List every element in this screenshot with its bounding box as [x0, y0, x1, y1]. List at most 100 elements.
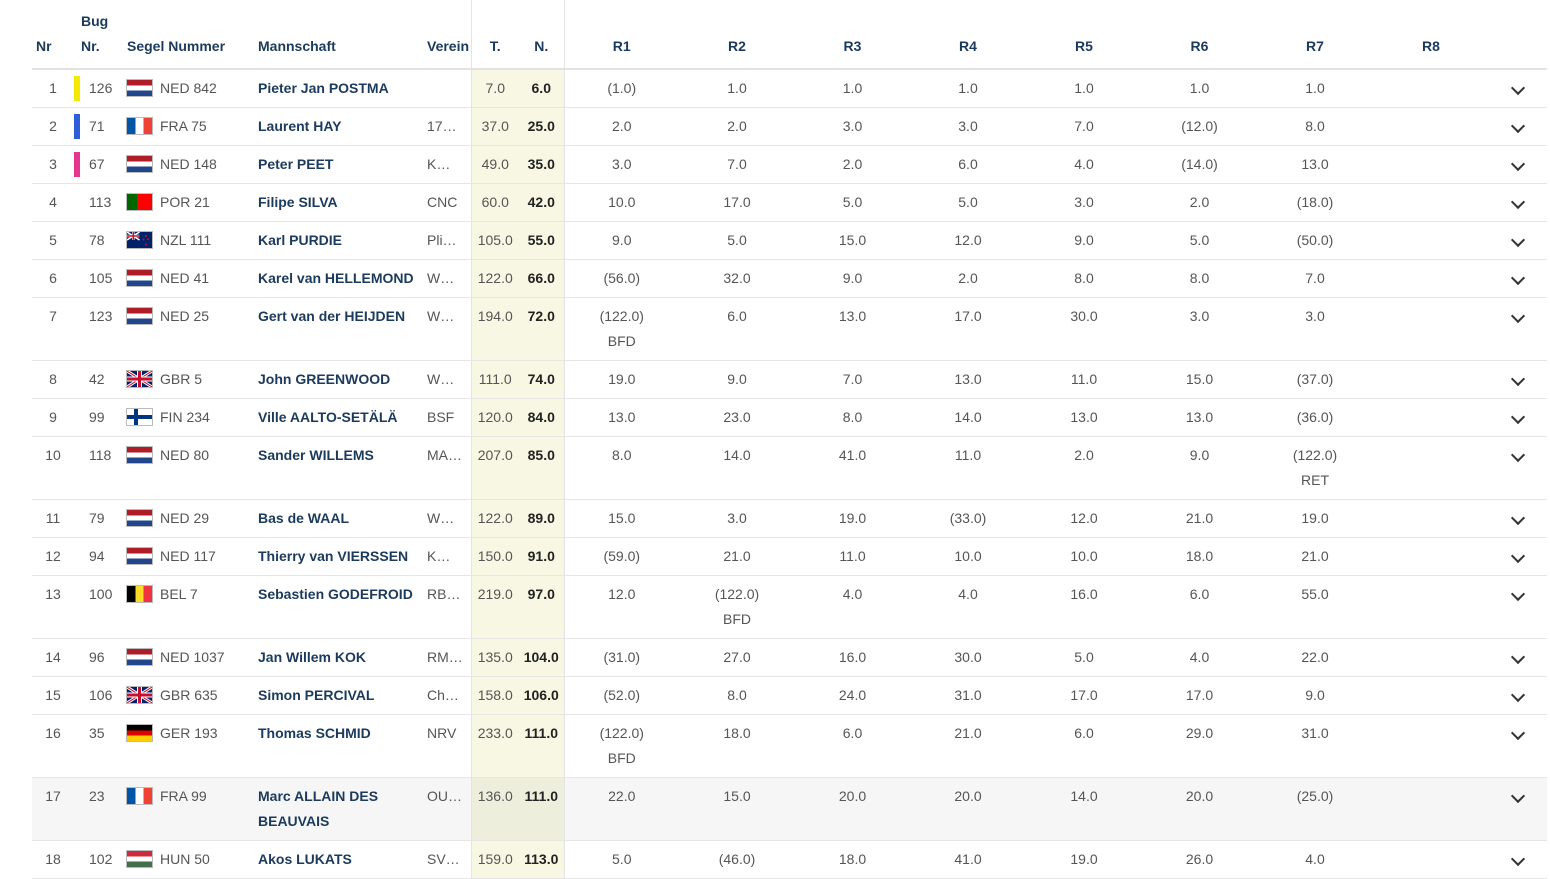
team-name-link[interactable]: Peter PEET	[258, 156, 334, 172]
col-mannschaft-header[interactable]: Mannschaft	[258, 0, 427, 70]
chevron-down-icon[interactable]	[1510, 851, 1526, 867]
expand-cell[interactable]	[1489, 676, 1547, 715]
chevron-down-icon[interactable]	[1510, 371, 1526, 387]
team-cell[interactable]: Thierry van VIERSSEN	[258, 537, 427, 576]
table-row[interactable]: 11 79 NED 29 Bas de WAAL W… 122.0 89.0 15.0 3.0 1…	[32, 499, 1547, 538]
chevron-down-icon[interactable]	[1510, 687, 1526, 703]
chevron-down-icon[interactable]	[1510, 118, 1526, 134]
team-name-link[interactable]: Marc ALLAIN DES BEAUVAIS	[258, 788, 379, 829]
table-row[interactable]: 1 126 NED 842 Pieter Jan POSTMA 7.0 6.0 (1.0) 1…	[32, 69, 1547, 108]
chevron-down-icon[interactable]	[1510, 548, 1526, 564]
team-cell[interactable]: Ville AALTO-SETÄLÄ	[258, 398, 427, 437]
expand-cell[interactable]	[1489, 183, 1547, 222]
expand-cell[interactable]	[1489, 398, 1547, 437]
expand-cell[interactable]	[1489, 499, 1547, 538]
team-cell[interactable]: Thomas SCHMID	[258, 714, 427, 778]
team-name-link[interactable]: Karel van HELLEMOND	[258, 270, 414, 286]
chevron-down-icon[interactable]	[1510, 586, 1526, 602]
team-name-link[interactable]: Pieter Jan POSTMA	[258, 80, 389, 96]
table-row[interactable]: 13 100 BEL 7 Sebastien GODEFROID RB… 219.0 97.…	[32, 575, 1547, 639]
col-total-header[interactable]: T.	[470, 0, 519, 70]
team-name-link[interactable]: Laurent HAY	[258, 118, 342, 134]
table-row[interactable]: 5 78 NZL 111 Karl PURDIE Pli… 105.0 55.0 9.0 5.0…	[32, 221, 1547, 260]
team-cell[interactable]: Pieter Jan POSTMA	[258, 69, 427, 108]
col-r5-header[interactable]: R5	[1026, 0, 1142, 70]
expand-cell[interactable]	[1489, 259, 1547, 298]
chevron-down-icon[interactable]	[1510, 270, 1526, 286]
col-r6-header[interactable]: R6	[1142, 0, 1257, 70]
col-r8-header[interactable]: R8	[1373, 0, 1489, 70]
team-cell[interactable]: Peter PEET	[258, 145, 427, 184]
col-r1-header[interactable]: R1	[564, 0, 679, 70]
chevron-down-icon[interactable]	[1510, 156, 1526, 172]
expand-cell[interactable]	[1489, 777, 1547, 841]
chevron-down-icon[interactable]	[1510, 308, 1526, 324]
team-name-link[interactable]: John GREENWOOD	[258, 371, 391, 387]
expand-cell[interactable]	[1489, 575, 1547, 639]
table-row[interactable]: 16 35 GER 193 Thomas SCHMID NRV 233.0 111.0 (12…	[32, 714, 1547, 778]
expand-cell[interactable]	[1489, 221, 1547, 260]
chevron-down-icon[interactable]	[1510, 80, 1526, 96]
col-bug-header[interactable]: Bug Nr.	[74, 0, 127, 70]
team-cell[interactable]: Filipe SILVA	[258, 183, 427, 222]
expand-cell[interactable]	[1489, 638, 1547, 677]
team-cell[interactable]: Sander WILLEMS	[258, 436, 427, 500]
expand-cell[interactable]	[1489, 297, 1547, 361]
team-cell[interactable]: Jan Willem KOK	[258, 638, 427, 677]
expand-cell[interactable]	[1489, 537, 1547, 576]
table-row[interactable]: 3 67 NED 148 Peter PEET K… 49.0 35.0 3.0 7.0 2.0 6…	[32, 145, 1547, 184]
table-row[interactable]: 8 42 GBR 5 John GREENWOOD W… 111.0 74.0 19.0 9.0…	[32, 360, 1547, 399]
col-r3-header[interactable]: R3	[795, 0, 910, 70]
team-name-link[interactable]: Simon PERCIVAL	[258, 687, 375, 703]
team-name-link[interactable]: Karl PURDIE	[258, 232, 343, 248]
team-cell[interactable]: Gert van der HEIJDEN	[258, 297, 427, 361]
team-name-link[interactable]: Filipe SILVA	[258, 194, 338, 210]
table-row[interactable]: 10 118 NED 80 Sander WILLEMS MA… 207.0 85.0 8.0…	[32, 436, 1547, 500]
team-cell[interactable]: John GREENWOOD	[258, 360, 427, 399]
team-name-link[interactable]: Thierry van VIERSSEN	[258, 548, 409, 564]
chevron-down-icon[interactable]	[1510, 725, 1526, 741]
team-cell[interactable]: Akos LUKATS	[258, 840, 427, 879]
table-row[interactable]: 17 23 FRA 99 Marc ALLAIN DES BEAUVAIS OU… 136…	[32, 777, 1547, 841]
expand-cell[interactable]	[1489, 360, 1547, 399]
expand-cell[interactable]	[1489, 107, 1547, 146]
table-row[interactable]: 15 106 GBR 635 Simon PERCIVAL Ch… 158.0 106.0(…	[32, 676, 1547, 715]
chevron-down-icon[interactable]	[1510, 194, 1526, 210]
col-net-header[interactable]: N.	[519, 0, 565, 70]
table-row[interactable]: 9 99 FIN 234 Ville AALTO-SETÄLÄ BSF 120.0 84.0…	[32, 398, 1547, 437]
expand-cell[interactable]	[1489, 69, 1547, 108]
team-cell[interactable]: Laurent HAY	[258, 107, 427, 146]
team-name-link[interactable]: Jan Willem KOK	[258, 649, 367, 665]
team-cell[interactable]: Marc ALLAIN DES BEAUVAIS	[258, 777, 427, 841]
team-name-link[interactable]: Akos LUKATS	[258, 851, 352, 867]
col-segel-header[interactable]: Segel Nummer	[127, 0, 258, 70]
chevron-down-icon[interactable]	[1510, 649, 1526, 665]
team-name-link[interactable]: Ville AALTO-SETÄLÄ	[258, 409, 398, 425]
chevron-down-icon[interactable]	[1510, 409, 1526, 425]
team-name-link[interactable]: Thomas SCHMID	[258, 725, 371, 741]
team-name-link[interactable]: Bas de WAAL	[258, 510, 350, 526]
chevron-down-icon[interactable]	[1510, 232, 1526, 248]
table-row[interactable]: 4 113 POR 21 Filipe SILVA CNC 60.0 42.0 10.0 17.…	[32, 183, 1547, 222]
table-row[interactable]: 2 71 FRA 75 Laurent HAY 17… 37.0 25.0 2.0 2.0 3.0…	[32, 107, 1547, 146]
col-r4-header[interactable]: R4	[910, 0, 1026, 70]
col-r7-header[interactable]: R7	[1257, 0, 1373, 70]
table-row[interactable]: 14 96 NED 1037 Jan Willem KOK RM… 135.0 104.0(…	[32, 638, 1547, 677]
chevron-down-icon[interactable]	[1510, 510, 1526, 526]
team-name-link[interactable]: Gert van der HEIJDEN	[258, 308, 406, 324]
table-row[interactable]: 6 105 NED 41 Karel van HELLEMOND W… 122.0 66.0…	[32, 259, 1547, 298]
expand-cell[interactable]	[1489, 714, 1547, 778]
col-verein-header[interactable]: Verein	[427, 0, 471, 70]
expand-cell[interactable]	[1489, 436, 1547, 500]
chevron-down-icon[interactable]	[1510, 447, 1526, 463]
team-cell[interactable]: Bas de WAAL	[258, 499, 427, 538]
team-cell[interactable]: Karel van HELLEMOND	[258, 259, 427, 298]
col-r2-header[interactable]: R2	[679, 0, 795, 70]
col-nr-header[interactable]: Nr	[32, 0, 74, 70]
team-name-link[interactable]: Sebastien GODEFROID	[258, 586, 413, 602]
team-name-link[interactable]: Sander WILLEMS	[258, 447, 374, 463]
table-row[interactable]: 7 123 NED 25 Gert van der HEIJDEN W… 194.0 72.…	[32, 297, 1547, 361]
expand-cell[interactable]	[1489, 840, 1547, 879]
team-cell[interactable]: Karl PURDIE	[258, 221, 427, 260]
table-row[interactable]: 12 94 NED 117 Thierry van VIERSSEN K… 150.0 91…	[32, 537, 1547, 576]
